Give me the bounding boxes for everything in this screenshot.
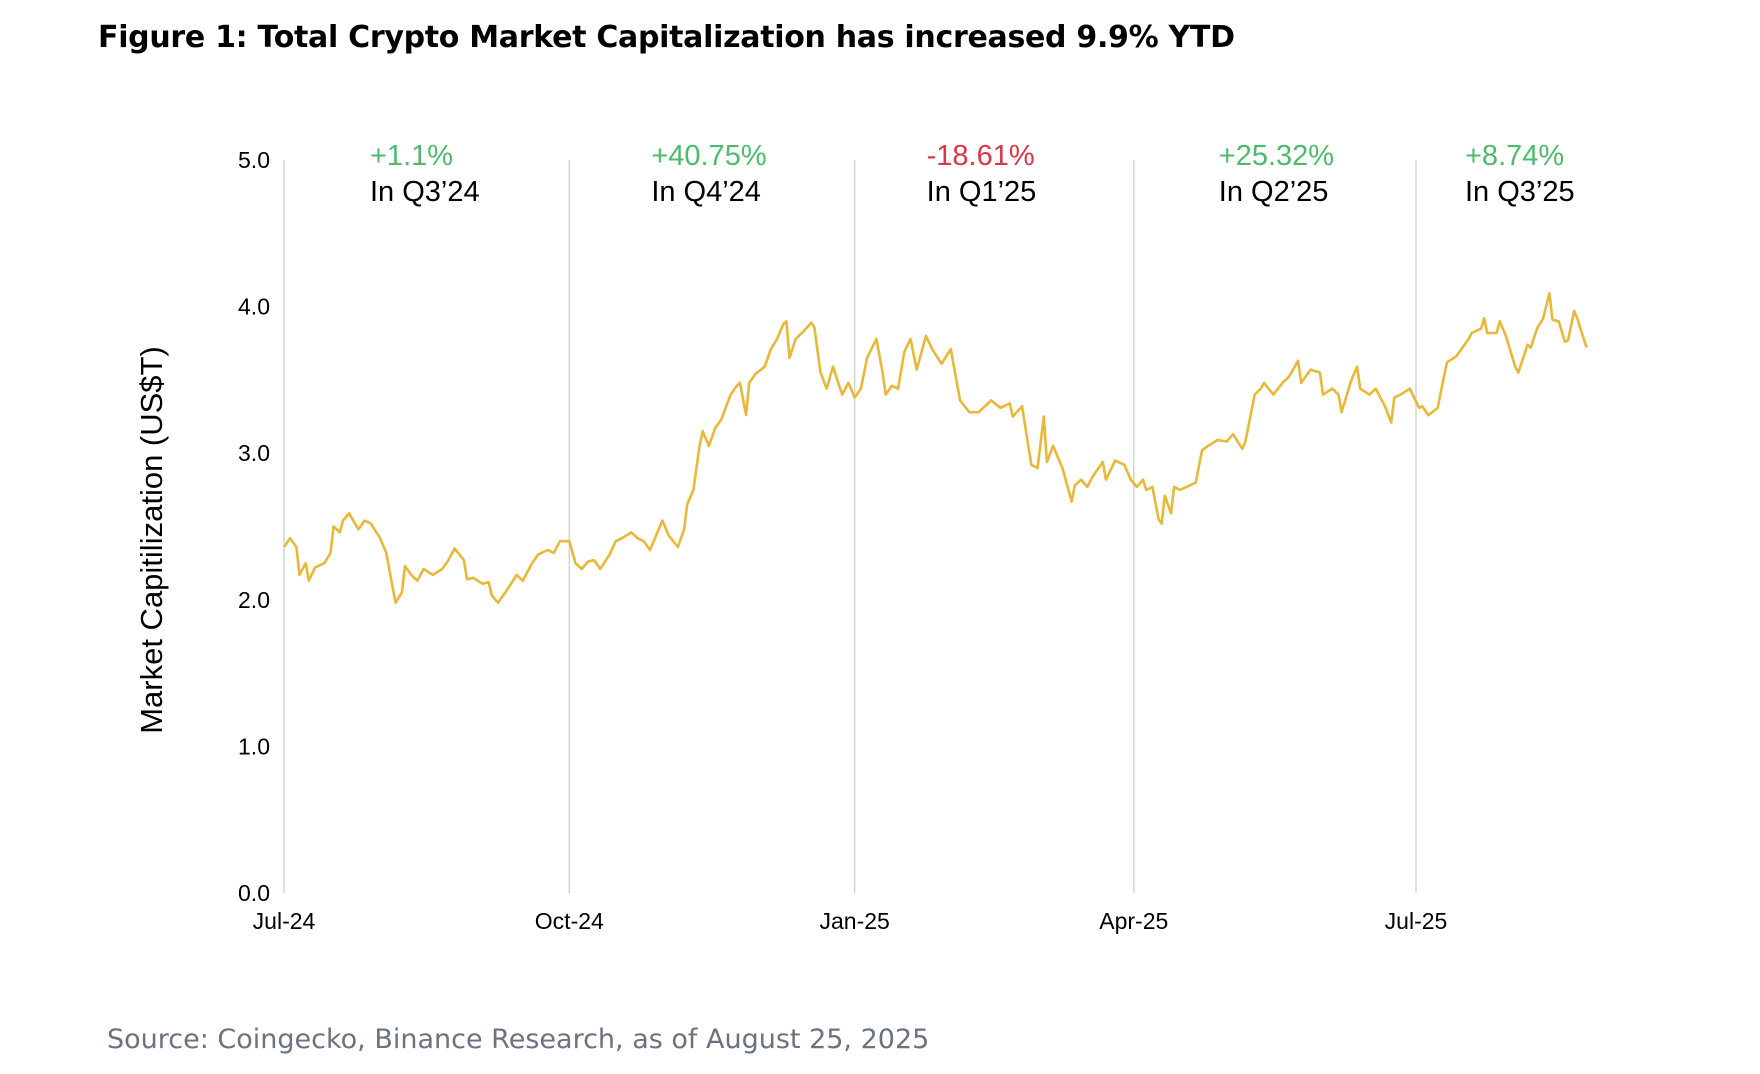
quarter-annotations: +1.1% In Q3’24 +40.75% In Q4’24 -18.61% In Q1…: [370, 140, 1575, 208]
x-tick-label: Jul-25: [1385, 908, 1448, 934]
market-cap-chart: 0.0 1.0 2.0 3.0 4.0 5.0 Jul-24 Oct-24 Jan-25 Apr…: [134, 140, 1588, 934]
annotation-period: In Q2’25: [1219, 176, 1329, 208]
annotation-change: -18.61%: [927, 140, 1035, 172]
annotation-change: +8.74%: [1465, 140, 1564, 172]
quarter-gridlines: [283, 160, 1417, 893]
x-tick-label: Jul-24: [253, 908, 316, 934]
y-tick-label: 1.0: [238, 733, 270, 759]
annotation-change: +1.1%: [370, 140, 453, 172]
annotation-period: In Q1’25: [927, 176, 1037, 208]
x-tick-label: Oct-24: [535, 908, 604, 934]
y-axis-ticks: 0.0 1.0 2.0 3.0 4.0 5.0: [238, 147, 270, 906]
annotation-change: +25.32%: [1219, 140, 1334, 172]
y-tick-label: 2.0: [238, 587, 270, 613]
y-tick-label: 5.0: [238, 147, 270, 173]
x-tick-label: Jan-25: [819, 908, 889, 934]
annotation-period: In Q4’24: [651, 176, 761, 208]
annotation-period: In Q3’24: [370, 176, 480, 208]
market-cap-line: [282, 292, 1588, 604]
x-tick-label: Apr-25: [1099, 908, 1168, 934]
source-note: Source: Coingecko, Binance Research, as …: [107, 1024, 930, 1055]
x-axis-ticks: Jul-24 Oct-24 Jan-25 Apr-25 Jul-25: [253, 908, 1448, 934]
figure-title: Figure 1: Total Crypto Market Capitaliza…: [98, 20, 1235, 55]
y-tick-label: 4.0: [238, 294, 270, 320]
y-tick-label: 0.0: [238, 880, 270, 906]
annotation-change: +40.75%: [651, 140, 766, 172]
y-axis-label: Market Capitilization (US$T): [134, 346, 169, 734]
y-tick-label: 3.0: [238, 440, 270, 466]
annotation-period: In Q3’25: [1465, 176, 1575, 208]
